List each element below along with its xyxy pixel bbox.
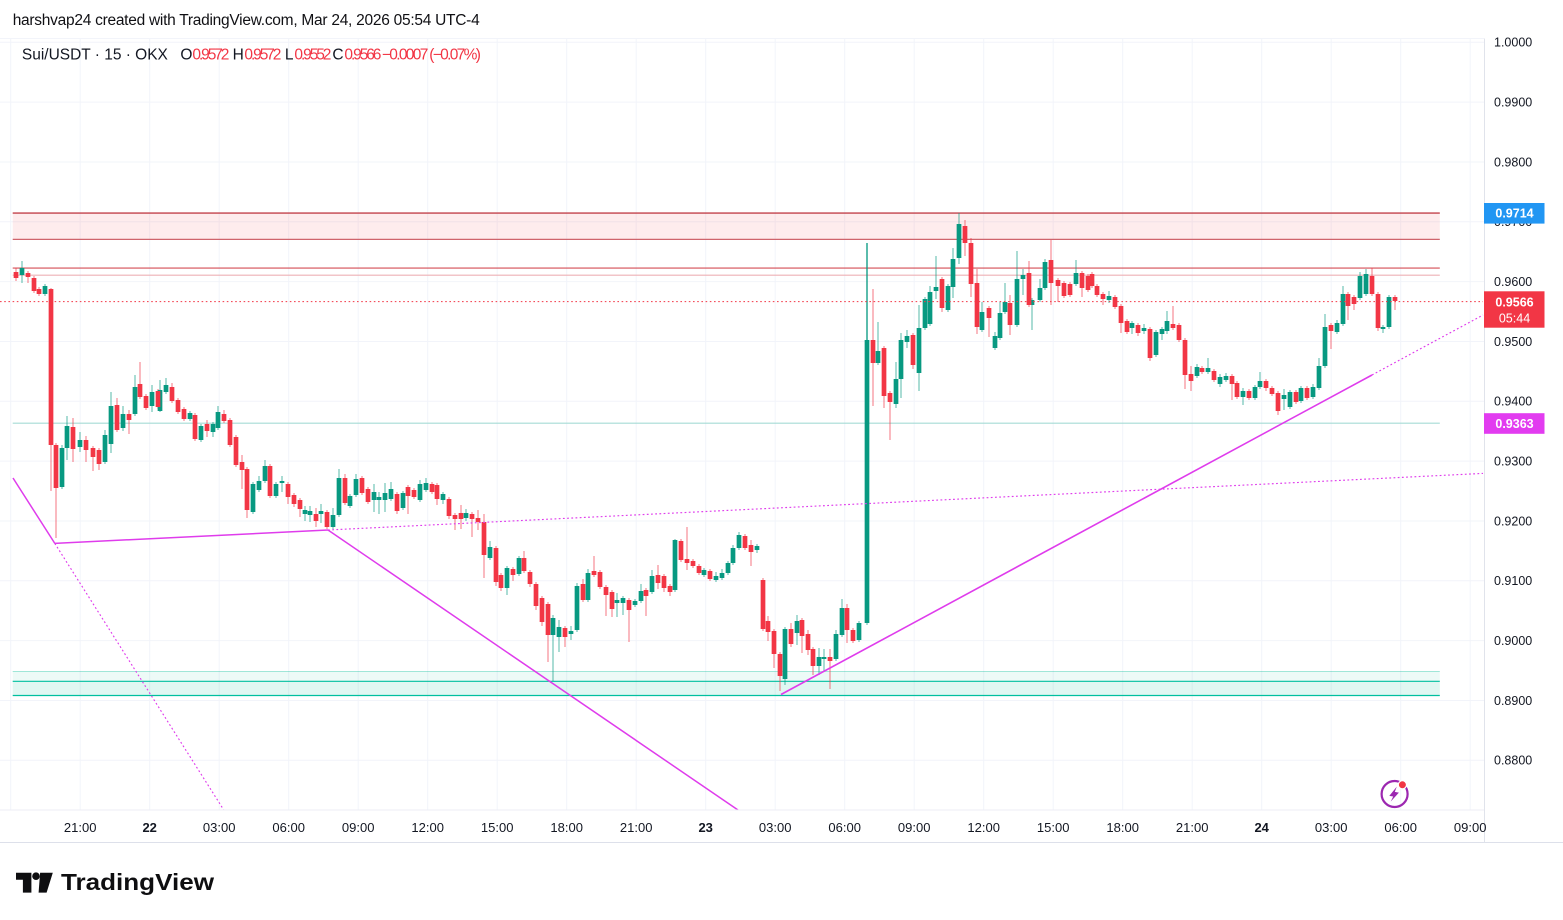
svg-text:05:44: 05:44 xyxy=(1499,312,1530,326)
svg-text:24: 24 xyxy=(1254,820,1269,835)
svg-text:0.9714: 0.9714 xyxy=(1495,207,1533,221)
svg-text:0.9572: 0.9572 xyxy=(244,46,281,63)
svg-text:21:00: 21:00 xyxy=(1176,820,1209,835)
svg-text:0.9400: 0.9400 xyxy=(1494,395,1532,409)
svg-text:1.0000: 1.0000 xyxy=(1494,36,1532,50)
svg-text:18:00: 18:00 xyxy=(550,820,583,835)
svg-text:0.9000: 0.9000 xyxy=(1494,634,1532,648)
svg-text:0.9300: 0.9300 xyxy=(1494,454,1532,468)
svg-text:06:00: 06:00 xyxy=(272,820,305,835)
svg-text:Sui/USDT · 15 · OKX: Sui/USDT · 15 · OKX xyxy=(22,46,169,63)
svg-text:harshvap24 created with Tradin: harshvap24 created with TradingView.com,… xyxy=(13,12,480,29)
svg-text:09:00: 09:00 xyxy=(1454,820,1487,835)
svg-text:0.9566: 0.9566 xyxy=(344,46,381,63)
svg-text:H: H xyxy=(233,46,244,63)
svg-text:12:00: 12:00 xyxy=(411,820,444,835)
svg-text:21:00: 21:00 xyxy=(620,820,653,835)
svg-text:O: O xyxy=(180,46,192,63)
svg-text:0.9572: 0.9572 xyxy=(192,46,229,63)
svg-text:0.9500: 0.9500 xyxy=(1494,335,1532,349)
svg-text:06:00: 06:00 xyxy=(1384,820,1417,835)
svg-text:0.9363: 0.9363 xyxy=(1495,417,1533,431)
svg-text:−0.0007 (−0.07%): −0.0007 (−0.07%) xyxy=(382,46,481,63)
svg-text:0.9800: 0.9800 xyxy=(1494,155,1532,169)
svg-text:C: C xyxy=(332,46,343,63)
svg-text:L: L xyxy=(285,46,294,63)
svg-text:09:00: 09:00 xyxy=(898,820,931,835)
svg-text:15:00: 15:00 xyxy=(481,820,514,835)
svg-text:03:00: 03:00 xyxy=(203,820,236,835)
svg-text:03:00: 03:00 xyxy=(759,820,792,835)
svg-text:23: 23 xyxy=(698,820,712,835)
svg-text:TradingView: TradingView xyxy=(61,869,215,895)
svg-text:18:00: 18:00 xyxy=(1106,820,1139,835)
svg-text:0.8800: 0.8800 xyxy=(1494,754,1532,768)
svg-text:21:00: 21:00 xyxy=(64,820,97,835)
svg-text:12:00: 12:00 xyxy=(967,820,1000,835)
svg-text:15:00: 15:00 xyxy=(1037,820,1070,835)
svg-text:06:00: 06:00 xyxy=(828,820,861,835)
svg-text:03:00: 03:00 xyxy=(1315,820,1348,835)
svg-text:0.9552: 0.9552 xyxy=(294,46,331,63)
svg-text:0.8900: 0.8900 xyxy=(1494,694,1532,708)
svg-text:0.9900: 0.9900 xyxy=(1494,95,1532,109)
svg-text:09:00: 09:00 xyxy=(342,820,375,835)
svg-text:22: 22 xyxy=(142,820,156,835)
svg-text:0.9200: 0.9200 xyxy=(1494,514,1532,528)
svg-text:0.9100: 0.9100 xyxy=(1494,574,1532,588)
svg-text:0.9566: 0.9566 xyxy=(1495,296,1533,310)
svg-text:0.9600: 0.9600 xyxy=(1494,275,1532,289)
